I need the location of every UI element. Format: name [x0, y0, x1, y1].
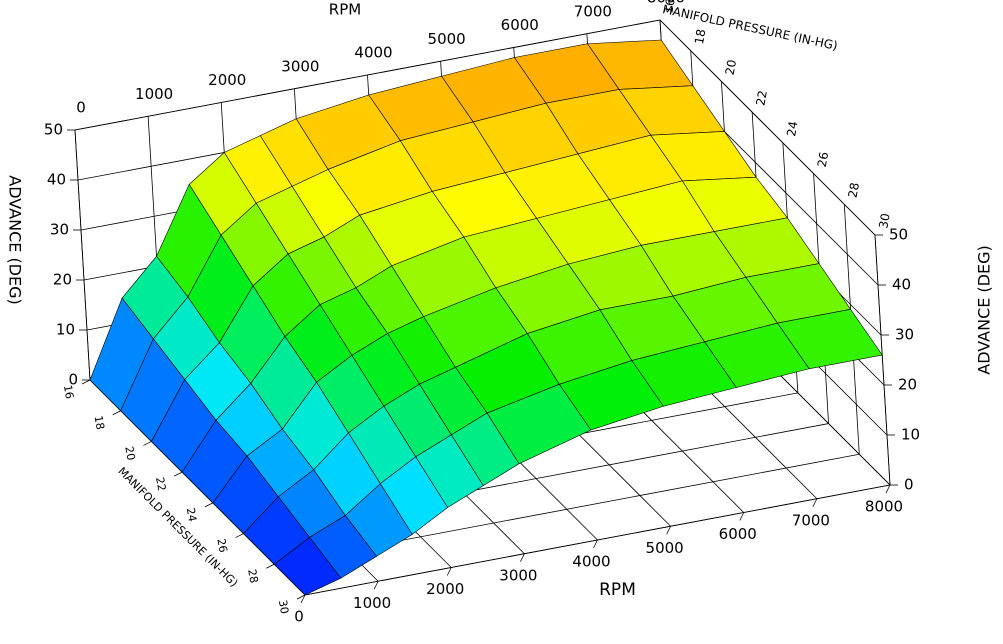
tick-mark	[266, 563, 275, 569]
z-tick-label: 40	[47, 171, 66, 189]
x-axis-title: RPM	[599, 580, 636, 600]
x-tick-label-top: 3000	[281, 57, 319, 75]
x-tick-label: 2000	[426, 580, 464, 598]
x-tick-label: 4000	[572, 553, 610, 571]
tick-mark	[520, 553, 525, 562]
x-tick-label-top: 4000	[354, 44, 392, 62]
surface	[89, 39, 883, 596]
tick-mark	[373, 581, 379, 590]
z-tick-label: 10	[56, 321, 75, 339]
x-tick-label: 5000	[646, 539, 684, 557]
y-tick-label-top: 16	[661, 0, 677, 15]
x-tick-label-top: 1000	[135, 85, 173, 103]
tick-mark	[112, 410, 121, 416]
y-tick-label: 18	[92, 415, 107, 431]
x-tick-label-top: 2000	[208, 71, 246, 89]
y-tick-label: 26	[214, 537, 229, 553]
tick-mark	[296, 594, 306, 600]
axis-line	[874, 234, 891, 486]
z-tick-label-right: 0	[904, 476, 914, 494]
tick-mark	[173, 471, 183, 477]
tick-mark	[81, 379, 91, 385]
y-tick-label: 22	[153, 476, 168, 492]
y-tick-label-top: 28	[846, 181, 862, 198]
y-tick-label: 28	[245, 568, 260, 584]
z-axis-title: ADVANCE (DEG)	[6, 175, 25, 305]
y-tick-label-top: 18	[692, 28, 708, 45]
z-tick-label: 20	[53, 271, 72, 289]
y-tick-label: 30	[276, 599, 291, 615]
y-tick-label: 16	[61, 384, 76, 400]
z-tick-label-right: 40	[892, 276, 911, 294]
tick-mark	[300, 594, 306, 604]
x-tick-label: 3000	[499, 566, 537, 584]
y-tick-label-top: 20	[723, 59, 739, 76]
z-tick-label: 50	[44, 121, 63, 139]
x-tick-label-top: 7000	[574, 2, 612, 20]
tick-mark	[143, 441, 152, 446]
tick-mark	[446, 567, 452, 576]
z-tick-label-right: 50	[889, 226, 908, 244]
z-axis-title-right: ADVANCE (DEG)	[975, 245, 994, 375]
x-tick-label-top: 6000	[501, 16, 539, 34]
z-tick-label: 30	[50, 221, 69, 239]
x-tick-label-top: 8000	[647, 0, 685, 7]
x-tick-label: 8000	[865, 498, 903, 516]
x-axis-title-top: RPM	[329, 1, 361, 19]
surface-cell	[273, 536, 342, 596]
axis-line	[74, 19, 661, 131]
tick-mark	[235, 533, 244, 538]
y-tick-label: 20	[122, 445, 137, 461]
x-tick-label-top: 5000	[428, 30, 466, 48]
x-tick-label: 6000	[719, 525, 757, 543]
y-axis-title-top: MANIFOLD PRESSURE (IN-HG)	[661, 2, 839, 53]
y-tick-label-top: 30	[876, 212, 892, 229]
y-tick-label-top: 26	[815, 151, 831, 168]
x-tick-label: 1000	[353, 594, 391, 612]
tick-mark	[812, 498, 818, 507]
y-tick-label: 24	[184, 507, 199, 523]
y-tick-label-top: 24	[784, 120, 800, 137]
x-tick-label-top: 0	[76, 99, 86, 117]
z-tick-label-right: 10	[901, 426, 920, 444]
z-tick-label: 0	[68, 371, 78, 389]
y-tick-label-top: 22	[753, 89, 769, 106]
axis-line	[74, 129, 91, 381]
tick-mark	[666, 526, 671, 535]
z-tick-label-right: 30	[895, 326, 914, 344]
tick-mark	[885, 484, 891, 494]
x-tick-label: 0	[294, 608, 304, 626]
tick-mark	[593, 539, 598, 549]
tick-mark	[739, 512, 745, 521]
axis-line	[659, 19, 876, 236]
z-tick-label-right: 20	[898, 376, 917, 394]
x-tick-label: 7000	[792, 511, 830, 529]
tick-mark	[204, 502, 214, 508]
